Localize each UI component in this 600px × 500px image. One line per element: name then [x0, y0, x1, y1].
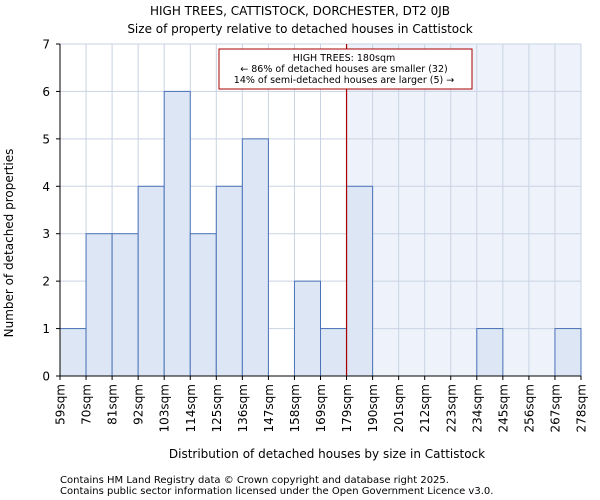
x-tick-label: 158sqm	[288, 384, 302, 432]
bar-234sqm	[476, 328, 504, 377]
annotation-line-1: HIGH TREES: 180sqm	[293, 53, 396, 64]
annotation-box: HIGH TREES: 180sqm ← 86% of detached hou…	[218, 48, 473, 90]
x-tick-label: 114sqm	[184, 384, 198, 432]
x-tick-label: 136sqm	[236, 384, 250, 432]
x-tick-label: 147sqm	[262, 384, 276, 432]
bar-70sqm	[85, 233, 113, 377]
y-tick-label: 4	[42, 180, 50, 194]
x-tick-label: 190sqm	[366, 384, 380, 432]
x-tick-label: 81sqm	[106, 384, 120, 425]
x-tick-label: 125sqm	[210, 384, 224, 432]
y-tick-label: 2	[42, 275, 50, 289]
bar-179sqm	[346, 185, 374, 377]
x-tick-label: 70sqm	[80, 384, 94, 425]
footer-line-1: Contains HM Land Registry data © Crown c…	[60, 475, 449, 486]
bar-136sqm	[241, 138, 269, 377]
y-tick-label: 0	[42, 370, 50, 384]
x-axis-label: Distribution of detached houses by size …	[169, 447, 485, 461]
bar-59sqm	[59, 328, 87, 377]
x-tick-label: 169sqm	[314, 384, 328, 432]
annotation-line-3: 14% of semi-detached houses are larger (…	[234, 75, 454, 86]
y-tick-label: 1	[42, 322, 50, 336]
chart-title: HIGH TREES, CATTISTOCK, DORCHESTER, DT2 …	[150, 4, 450, 18]
bar-92sqm	[137, 185, 165, 377]
x-tick-label: 179sqm	[340, 384, 354, 432]
y-tick-label: 6	[42, 85, 50, 99]
y-tick-label: 5	[42, 132, 50, 146]
bar-114sqm	[189, 233, 217, 377]
bar-169sqm	[320, 328, 348, 377]
bar-158sqm	[293, 280, 322, 377]
bar-125sqm	[215, 185, 243, 377]
bar-267sqm	[554, 328, 582, 377]
subject-highlight-region	[346, 44, 581, 376]
x-tick-label: 59sqm	[54, 384, 68, 425]
x-tick-label: 256sqm	[522, 384, 536, 432]
y-tick-label: 3	[42, 227, 50, 241]
y-axis-label: Number of detached properties	[2, 149, 16, 338]
x-tick-label: 234sqm	[470, 384, 484, 432]
y-tick-label: 7	[42, 38, 50, 52]
x-tick-label: 245sqm	[496, 384, 510, 432]
bar-103sqm	[163, 90, 191, 377]
x-tick-label: 278sqm	[575, 384, 589, 432]
annotation-line-2: ← 86% of detached houses are smaller (32…	[240, 64, 447, 75]
x-tick-label: 212sqm	[418, 384, 432, 432]
bar-81sqm	[111, 233, 139, 377]
footer-line-2: Contains public sector information licen…	[60, 486, 493, 497]
x-tick-label: 267sqm	[548, 384, 562, 432]
chart-subtitle: Size of property relative to detached ho…	[127, 22, 472, 36]
x-tick-label: 201sqm	[392, 384, 406, 432]
x-tick-label: 223sqm	[444, 384, 458, 432]
x-tick-label: 92sqm	[132, 384, 146, 425]
x-tick-label: 103sqm	[158, 384, 172, 432]
